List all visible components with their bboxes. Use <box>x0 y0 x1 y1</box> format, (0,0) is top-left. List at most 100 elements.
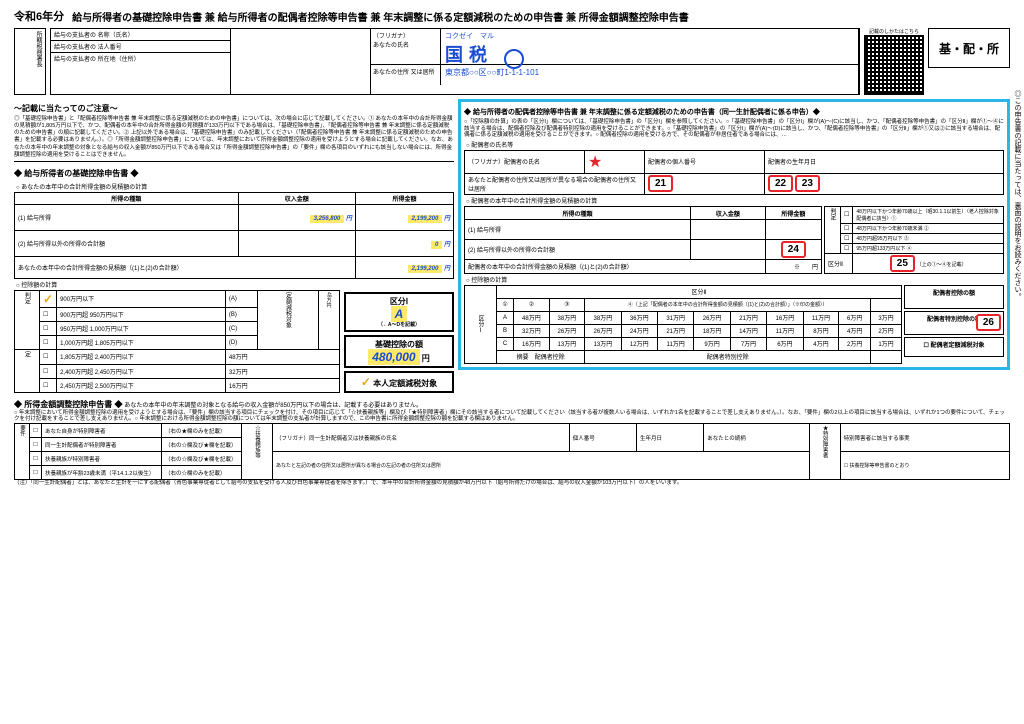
teigaku-label: 本人定額減税対象 <box>373 379 437 388</box>
matrix-cell: 3万円 <box>871 311 902 324</box>
adjust-sub: あなたの本年中の年末調整の対象となる給与の収入金額が850万円以下の場合は、記載… <box>124 403 422 409</box>
matrix-cell: 31万円 <box>657 311 693 324</box>
matrix-header: 区分Ⅱ <box>497 285 902 298</box>
matrix-cell: 48万円 <box>514 311 550 324</box>
kubun1-val: A <box>391 306 408 322</box>
rb0: 配偶者控除の額 <box>904 285 1004 309</box>
b6: 2,450万円超 2,500万円以下 <box>57 378 226 392</box>
adjust-heading: ◆ 所得金額調整控除申告書 ◆ <box>14 398 122 411</box>
kubun2-label: 区分Ⅱ <box>825 253 853 273</box>
total-label: あなたの本年中の合計所得金額の見積額（(1)と(2)の合計額） <box>15 256 356 278</box>
ar2: 扶養親族が特別障害者 <box>41 452 161 466</box>
b0: 900万円以下 <box>57 290 226 307</box>
page-title: 給与所得者の基礎控除申告書 兼 給与所得者の配偶者控除等申告書 兼 年末調整に係… <box>72 9 689 24</box>
a5: 32万円 <box>225 364 339 378</box>
matrix-cell: 11万円 <box>803 311 839 324</box>
matrix-cell: 26万円 <box>585 324 621 337</box>
mc1: ② <box>514 298 550 311</box>
sc3: あなたとの続柄 <box>704 424 809 452</box>
matrix-cell: 2万円 <box>839 337 871 350</box>
furigana-label: （フリガナ） <box>373 31 438 40</box>
total-val: 2,199,200 <box>408 265 443 273</box>
sp2r2: (2) 給与所得以外の所得の合計額 <box>465 240 691 260</box>
matrix-cell: 4万円 <box>839 324 871 337</box>
other-val: 0 <box>431 241 442 249</box>
kubun1-side: 区分Ⅰ <box>465 285 497 363</box>
an2: （右の☆欄及び★欄を記載） <box>161 452 241 466</box>
mc2: ③ <box>549 298 585 311</box>
jr2: 48万円超95万円以下 ③ <box>853 233 1004 243</box>
mc3: ④（上記「配偶者の本年中の合計所得金額の見積額（(1)と(2)の合計額）」（※印… <box>585 298 871 311</box>
matrix-cell: 21万円 <box>730 311 766 324</box>
marker-21: 21 <box>648 175 673 192</box>
matrix-cell: 7万円 <box>730 337 766 350</box>
b5: 2,400万円超 2,450万円以下 <box>57 364 226 378</box>
addr-value: 東京都○○区○○町1-1-1-101 <box>441 65 858 85</box>
sp2c1: 収入金額 <box>691 206 766 220</box>
sc0: （フリガナ）同一生計配偶者又は扶養親族の氏名 <box>272 424 569 452</box>
rb1: 配偶者特別控除の額 <box>927 317 981 323</box>
kiso-val: 480,000 <box>368 349 419 365</box>
an1: （右の☆欄及び★欄を記載） <box>161 438 241 452</box>
adjust-intro: ○ 年末調整において所得金額調整控除の適用を受けようとする場合は、「要件」欄の該… <box>14 410 1010 423</box>
matrix-cell: 14万円 <box>730 324 766 337</box>
side-note: ◎この申告書の記載に当たっては、裏面の説明をお読みください。 <box>1012 90 1022 390</box>
matrix-cell: 6万円 <box>839 311 871 324</box>
payer-addr-label: 給与の支払者の 所在地（住所） <box>51 53 230 64</box>
star-label: ☆扶養親族等 <box>241 424 272 480</box>
col-shotoku: 所得金額 <box>355 192 453 204</box>
an3: （右の☆欄のみを記載） <box>161 466 241 480</box>
kubun1-box: 区分Ⅰ A （←A～Dを記載） <box>344 292 454 332</box>
qr-note: 記載のしかたはこちら <box>864 28 924 35</box>
furigana-value: コクゼイ マル <box>445 31 854 41</box>
marker-26: 26 <box>976 314 1001 331</box>
col-type: 所得の種類 <box>15 192 239 204</box>
matrix-cell: 6万円 <box>767 337 803 350</box>
matrix-cell: 1万円 <box>871 337 902 350</box>
spouse-sec3: ○ 控除額の計算 <box>464 274 1004 285</box>
sp2total: 配偶者の本年中の合計所得金額の見積額（(1)と(2)の合計額） <box>465 260 766 274</box>
matrix-cell: 38万円 <box>585 311 621 324</box>
matrix-cell: 12万円 <box>621 337 657 350</box>
col-income: 収入金額 <box>238 192 355 204</box>
matrix-cell: 4万円 <box>803 337 839 350</box>
spouse-sec1: ○ 配偶者の氏名等 <box>464 139 1004 150</box>
notice-body: ◎「基礎控除申告書」と「配偶者控除等申告書 兼 年末調整に係る定額減税のための申… <box>14 116 454 162</box>
matrix-cell: 26万円 <box>549 324 585 337</box>
b0c: (A) <box>225 290 257 307</box>
kiso-box: 基礎控除の額 480,000 円 <box>344 335 454 368</box>
name-value: 国税 <box>445 45 493 65</box>
tax-office-label: 所轄税務署長 <box>14 28 46 95</box>
b1: 900万円超 950万円以下 <box>57 308 226 322</box>
matrix-cell: B <box>497 324 514 337</box>
ar0: あなた自身が特別障害者 <box>41 424 161 438</box>
matrix-cell: C <box>497 337 514 350</box>
sp2c0: 所得の種類 <box>465 206 691 220</box>
income-val: 3,256,800 <box>310 215 345 223</box>
b2c: (C) <box>225 322 257 336</box>
sp-addr-col: あなたと配偶者の住所又は居所が異なる場合の配偶者の住所又は居所 <box>465 173 645 194</box>
check-a[interactable]: ✓ <box>43 292 53 306</box>
star-marker: ★ <box>588 154 602 171</box>
ar3: 扶養親族が年齢23歳未満（平14.1.2以後生） <box>41 466 161 480</box>
judge-label: 判定 <box>15 290 40 350</box>
matrix-cell: 13万円 <box>585 337 621 350</box>
row1-label: (1) 給与所得 <box>15 204 239 230</box>
sp-name-col: （フリガナ）配偶者の氏名 <box>465 150 585 173</box>
rb2: ☐ 配偶者定額減税対象 <box>904 337 1004 357</box>
mfr: 配偶者特別控除 <box>585 350 871 363</box>
b4: 1,805万円超 2,400万円以下 <box>57 350 226 364</box>
an0: （右の★欄のみを記載） <box>161 424 241 438</box>
form-badge: 基・配・所 <box>928 28 1010 68</box>
marker-24: 24 <box>781 241 806 258</box>
matrix-cell: 24万円 <box>621 324 657 337</box>
basic-heading: ◆ 給与所得者の基礎控除申告書 ◆ <box>14 166 454 181</box>
spouse-sec2: ○ 配偶者の本年中の合計所得金額の見積額の計算 <box>464 195 1004 206</box>
sp2c2: 所得金額 <box>765 206 821 220</box>
footnote: （注）「同一生計配偶者」とは、あなたと生計を一にする配偶者（青色事業専従者として… <box>14 480 1010 487</box>
sp-bd-col: 配偶者の生年月日 <box>765 150 1004 173</box>
mc0: ① <box>497 298 514 311</box>
matrix-cell: 11万円 <box>657 337 693 350</box>
ar1: 同一生計配偶者が特別障害者 <box>41 438 161 452</box>
notice-heading: ～記載に当たってのご注意～ <box>14 103 454 114</box>
